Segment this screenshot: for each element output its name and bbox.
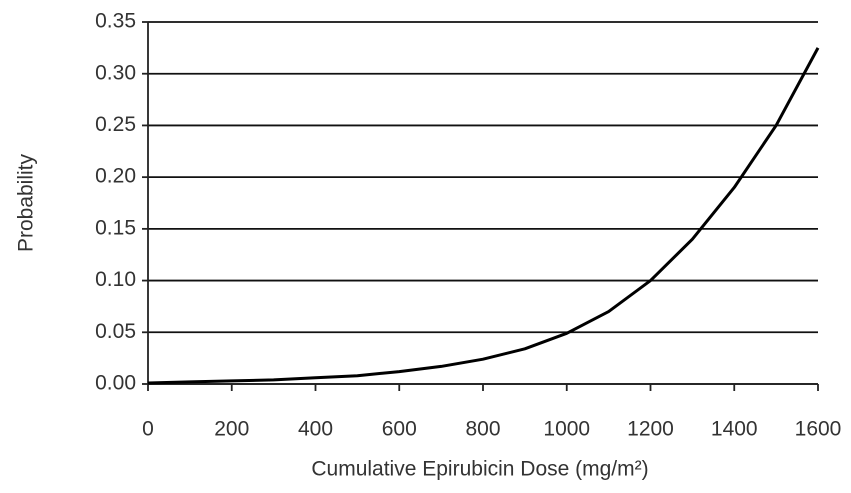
x-axis-label: Cumulative Epirubicin Dose (mg/m²)	[311, 458, 648, 481]
x-tick-label: 400	[298, 418, 333, 441]
y-tick-label: 0.15	[95, 216, 136, 239]
x-tick-label: 200	[214, 418, 249, 441]
y-axis-label: Probability	[15, 153, 38, 252]
x-tick-label: 1000	[543, 418, 590, 441]
y-tick-label: 0.25	[95, 113, 136, 136]
y-tick-label: 0.10	[95, 268, 136, 291]
y-tick-label: 0.35	[95, 10, 136, 33]
y-tick-label: 0.05	[95, 320, 136, 343]
y-tick-label: 0.20	[95, 165, 136, 188]
y-tick-label: 0.00	[95, 372, 136, 395]
x-tick-label: 800	[465, 418, 500, 441]
y-tick-label: 0.30	[95, 61, 136, 84]
x-tick-label: 1600	[795, 418, 842, 441]
x-tick-label: 0	[142, 418, 154, 441]
x-tick-label: 1400	[711, 418, 758, 441]
x-tick-label: 600	[382, 418, 417, 441]
x-tick-label: 1200	[627, 418, 674, 441]
data-line	[147, 47, 820, 385]
